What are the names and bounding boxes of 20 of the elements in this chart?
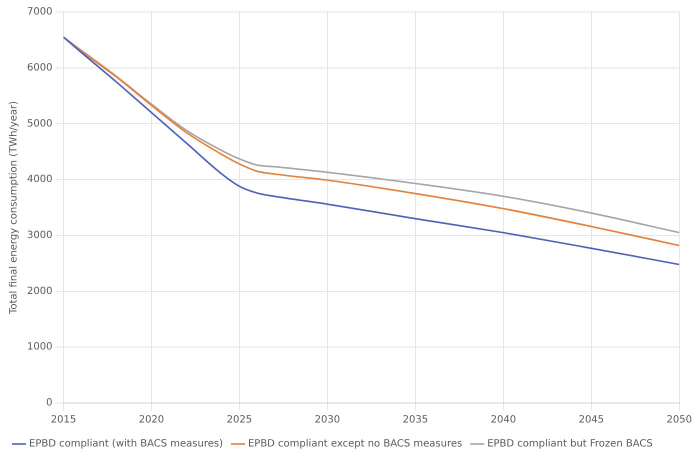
y-axis-title: Total final energy consumption (TWh/year) — [8, 100, 20, 316]
x-tick-label: 2045 — [578, 414, 604, 426]
y-tick-label: 0 — [46, 398, 52, 409]
y-tick-label: 4000 — [26, 174, 52, 186]
legend-label: EPBD compliant but Frozen BACS — [487, 438, 653, 450]
x-tick-label: 2035 — [402, 414, 428, 426]
legend-label: EPBD compliant (with BACS measures) — [29, 438, 224, 450]
x-tick-label: 2015 — [50, 414, 76, 426]
x-tick-label: 2050 — [666, 414, 692, 426]
x-tick-label: 2040 — [490, 414, 516, 426]
y-tick-label: 6000 — [26, 62, 52, 74]
y-tick-label: 1000 — [26, 342, 52, 353]
y-tick-label: 7000 — [26, 6, 52, 18]
x-tick-label: 2020 — [138, 414, 164, 426]
y-tick-label: 3000 — [26, 230, 52, 242]
y-tick-label: 5000 — [26, 118, 52, 130]
y-tick-label: 2000 — [26, 286, 52, 297]
x-tick-label: 2025 — [226, 414, 252, 426]
x-tick-label: 2030 — [314, 414, 340, 426]
legend-label: EPBD compliant except no BACS measures — [248, 438, 462, 450]
